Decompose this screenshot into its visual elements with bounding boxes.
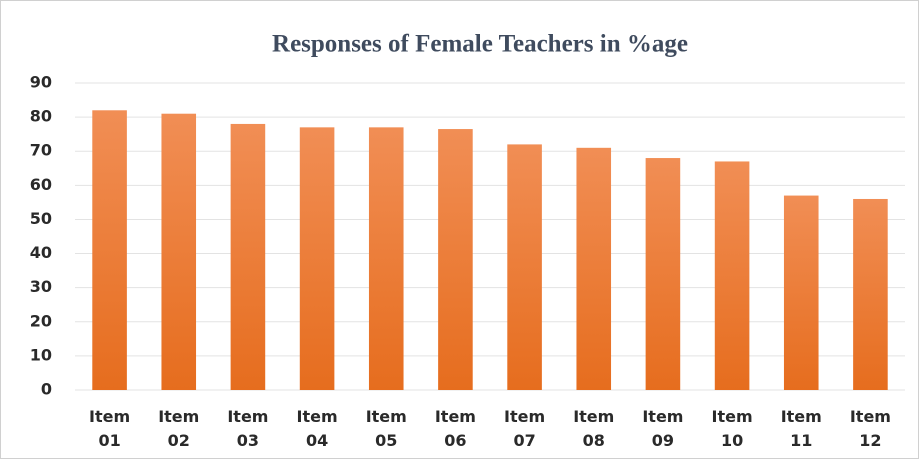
x-tick-label: Item 07 [504, 407, 546, 450]
bar [161, 113, 197, 390]
y-tick-label: 50 [30, 209, 52, 228]
bar [92, 110, 127, 391]
x-tick-label: Item 04 [296, 407, 338, 450]
x-tick-label: Item 11 [780, 407, 822, 450]
bar [230, 123, 266, 390]
x-tick-label: Item 02 [158, 407, 200, 450]
y-tick-label: 90 [30, 73, 52, 92]
x-tick-label: Item 10 [711, 407, 753, 450]
bar [853, 198, 888, 390]
x-tick-label: Item 08 [573, 407, 615, 450]
y-tick-label: 70 [30, 141, 52, 160]
bar [299, 127, 335, 390]
y-tick-label: 0 [41, 380, 52, 399]
x-tick-label: Item 09 [642, 407, 684, 450]
y-tick-label: 60 [30, 175, 52, 194]
x-tick-label: Item 06 [434, 407, 476, 450]
x-tick-label: Item 12 [849, 407, 891, 450]
y-tick-label: 30 [30, 277, 52, 296]
y-tick-label: 20 [30, 311, 52, 330]
bar [576, 147, 612, 390]
bar [714, 161, 750, 390]
y-tick-label: 10 [30, 345, 52, 364]
x-tick-label: Item 01 [89, 407, 131, 450]
bar [368, 127, 404, 390]
bar [783, 195, 819, 390]
x-tick-label: Item 03 [227, 407, 269, 450]
x-tick-label: Item 05 [365, 407, 407, 450]
y-tick-label: 80 [30, 107, 52, 126]
chart-title: Responses of Female Teachers in %age [272, 31, 688, 58]
bar [507, 144, 542, 390]
y-tick-label: 40 [30, 243, 52, 262]
bar [645, 158, 681, 390]
bar [438, 129, 473, 391]
